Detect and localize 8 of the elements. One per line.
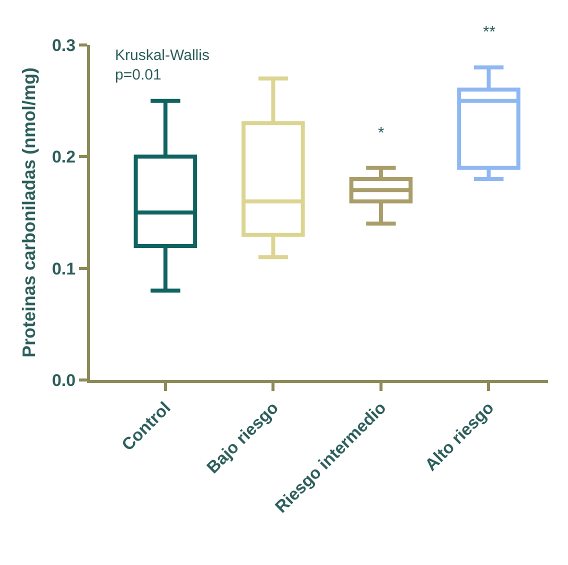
y-axis-title: Proteinas carboniladas (nmol/mg) [19,67,40,358]
y-tick-label: 0.2 [52,148,76,167]
annotation: * [378,125,384,142]
y-tick-label: 0.3 [52,36,76,55]
text: ** [483,24,496,41]
annotation: Kruskal-Wallis p=0.01 [115,47,210,84]
y-tick-label: 0.0 [52,370,76,390]
y-tick-label: 0.1 [52,259,76,278]
